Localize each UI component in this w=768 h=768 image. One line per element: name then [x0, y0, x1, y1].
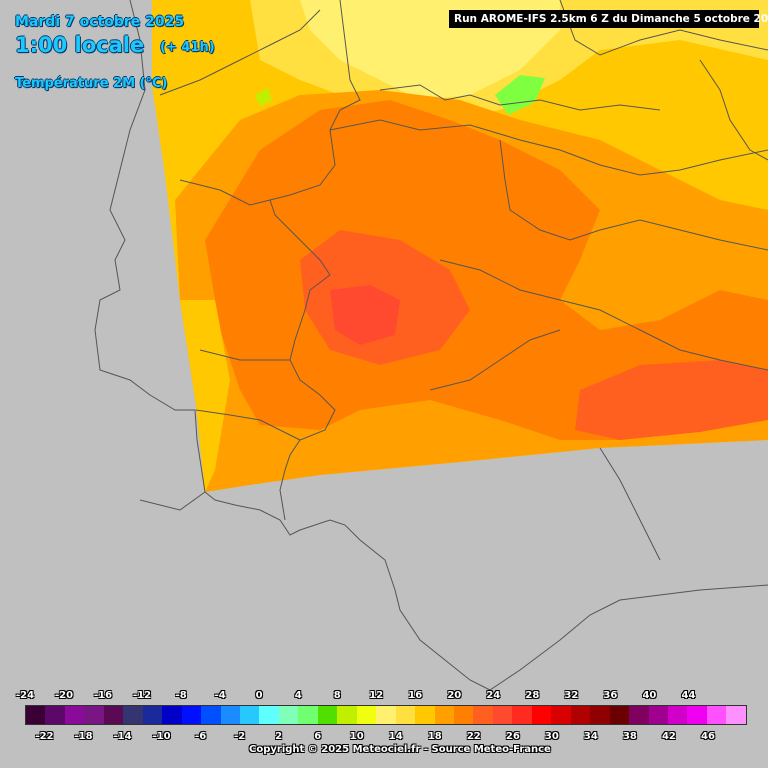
legend-tick-label: 44 — [681, 690, 696, 701]
legend-tick-label: -12 — [133, 690, 152, 701]
legend-swatch — [376, 706, 396, 724]
legend-swatch — [434, 706, 454, 724]
legend-swatch — [103, 706, 124, 724]
legend-tick-label: 12 — [369, 690, 384, 701]
legend-tick-label: 30 — [544, 731, 559, 742]
warm-area-22 — [205, 100, 768, 440]
legend-swatch — [415, 706, 435, 724]
legend-tick-label: -8 — [175, 690, 187, 701]
legend-swatch — [667, 706, 688, 724]
legend-tick-label: -2 — [234, 731, 246, 742]
legend-swatch — [570, 706, 591, 724]
parameter-title: Température 2M (°C) — [15, 76, 168, 91]
legend-swatch — [162, 706, 182, 724]
forecast-time: 1:00 locale — [15, 33, 145, 57]
legend-tick-label: 36 — [603, 690, 618, 701]
legend-tick-label: 22 — [466, 731, 481, 742]
legend-tick-label: 42 — [661, 731, 676, 742]
legend-tick-label: 18 — [427, 731, 442, 742]
legend-tick-label: -4 — [214, 690, 226, 701]
legend-swatch — [512, 706, 532, 724]
legend-tick-label: -20 — [54, 690, 74, 701]
legend-swatch — [726, 706, 746, 724]
forecast-date: Mardi 7 octobre 2025 — [15, 14, 185, 30]
legend-swatch — [453, 706, 474, 724]
legend-tick-label: 28 — [525, 690, 540, 701]
legend-tick-label: 32 — [564, 690, 579, 701]
legend-swatch — [26, 706, 46, 724]
legend-swatch — [278, 706, 299, 724]
copyright-notice: Copyright © 2025 Meteociel.fr - Source M… — [249, 744, 551, 755]
legend-swatch — [356, 706, 377, 724]
mountain-patch — [495, 75, 545, 115]
legend-tick-label: 26 — [505, 731, 520, 742]
legend-tick-label: 6 — [314, 731, 322, 742]
legend-swatch — [337, 706, 357, 724]
legend-tick-label: 46 — [701, 731, 715, 742]
legend-swatch — [706, 706, 727, 724]
legend-swatch — [687, 706, 707, 724]
legend-swatch — [629, 706, 649, 724]
legend-swatch — [492, 706, 513, 724]
legend-tick-label: -24 — [15, 690, 35, 701]
legend-tick-label: 4 — [294, 690, 302, 701]
legend-tick-label: 14 — [388, 731, 403, 742]
legend-tick-label: 34 — [583, 731, 598, 742]
legend-tick-label: 20 — [447, 690, 462, 701]
legend-swatch — [64, 706, 85, 724]
legend-tick-label: -16 — [94, 690, 113, 701]
south-east-warm-area — [575, 360, 768, 440]
run-info-banner: Run AROME-IFS 2.5km 6 Z du Dimanche 5 oc… — [449, 10, 768, 28]
legend-swatch — [84, 706, 104, 724]
legend-swatch — [123, 706, 143, 724]
legend-swatch — [473, 706, 493, 724]
legend-swatch — [239, 706, 260, 724]
legend-swatch — [181, 706, 202, 724]
legend-tick-label: 10 — [349, 731, 364, 742]
legend-tick-label: -6 — [195, 731, 207, 742]
legend-swatch — [201, 706, 221, 724]
legend-swatch — [45, 706, 65, 724]
borders — [94, 0, 768, 691]
legend-swatch — [317, 706, 338, 724]
legend-tick-label: 24 — [486, 690, 501, 701]
legend-swatch — [259, 706, 279, 724]
legend-tick-label: -18 — [74, 731, 93, 742]
legend-swatch — [298, 706, 318, 724]
legend-swatch — [551, 706, 571, 724]
legend-swatch — [220, 706, 240, 724]
legend-swatch — [609, 706, 630, 724]
lead-time: (+ 41h) — [160, 40, 215, 55]
legend-tick-label: 40 — [642, 690, 657, 701]
color-legend — [25, 705, 747, 725]
legend-swatch — [648, 706, 668, 724]
legend-swatch — [142, 706, 163, 724]
legend-tick-label: 0 — [255, 690, 263, 701]
legend-tick-label: 2 — [275, 731, 283, 742]
coastal-strip — [180, 300, 230, 492]
legend-swatch — [395, 706, 416, 724]
legend-swatch — [590, 706, 610, 724]
legend-tick-label: -14 — [113, 731, 132, 742]
legend-tick-label: 16 — [408, 690, 423, 701]
mountain-patch-2 — [255, 88, 272, 106]
legend-tick-label: 38 — [622, 731, 637, 742]
legend-swatch — [531, 706, 552, 724]
warm-area-26 — [330, 285, 400, 345]
legend-tick-label: -22 — [35, 731, 54, 742]
legend-tick-label: -10 — [152, 731, 171, 742]
legend-tick-label: 8 — [333, 690, 341, 701]
